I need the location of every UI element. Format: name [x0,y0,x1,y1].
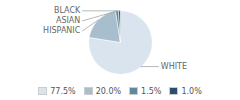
html-text:1.5%: 1.5% [141,86,162,96]
svg-text:ASIAN: ASIAN [56,16,80,25]
svg-text:HISPANIC: HISPANIC [43,26,81,35]
html-text:77.5%: 77.5% [50,86,76,96]
svg-text:BLACK: BLACK [54,6,81,15]
svg-text:WHITE: WHITE [161,62,187,71]
html-text:20.0%: 20.0% [95,86,122,96]
html-text:1.0%: 1.0% [181,86,202,96]
